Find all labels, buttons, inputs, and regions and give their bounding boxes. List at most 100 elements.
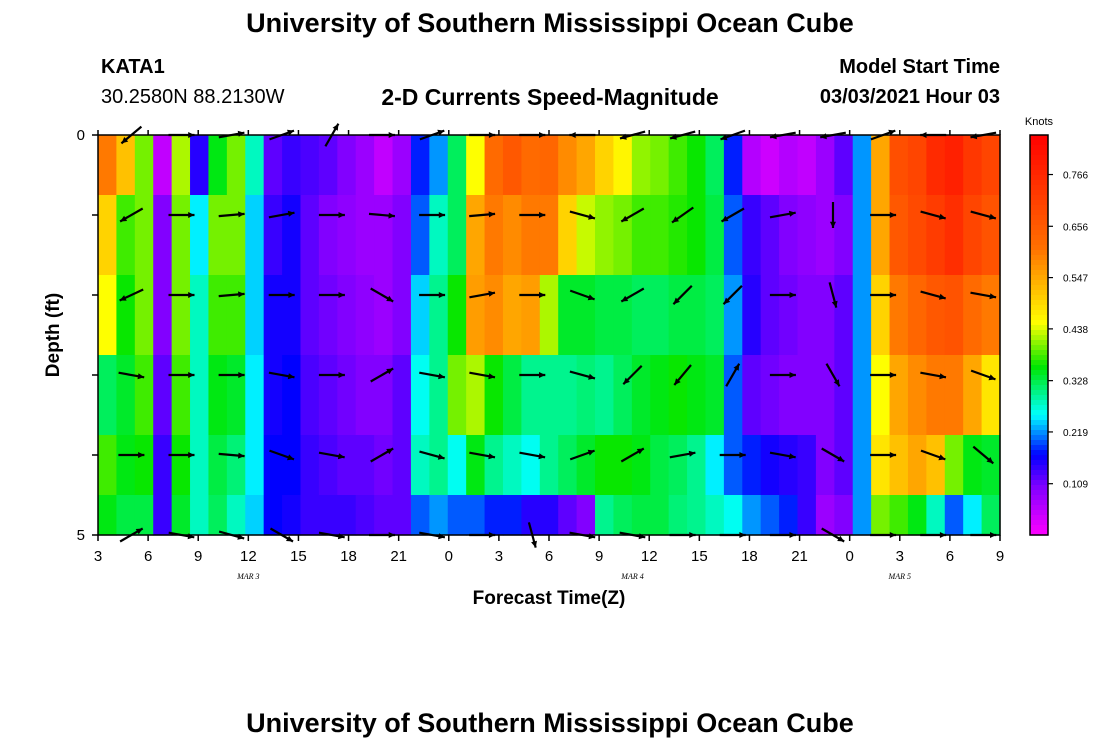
current-arrow-head (831, 300, 838, 308)
speed-cell (521, 435, 541, 496)
speed-cell (171, 355, 191, 436)
x-tick-label: 9 (194, 548, 202, 565)
speed-cell (852, 435, 872, 496)
speed-cell (226, 495, 246, 536)
speed-cell (760, 495, 780, 536)
speed-cell (153, 275, 173, 356)
speed-cell (760, 135, 780, 196)
current-arrow-head (238, 372, 245, 378)
speed-cell (466, 355, 486, 436)
current-arrow-head (488, 373, 495, 380)
colorbar-step (1030, 460, 1048, 466)
speed-cell (889, 195, 909, 276)
current-arrow-head (789, 372, 796, 378)
speed-cell (300, 275, 320, 356)
speed-cell (429, 195, 449, 276)
current-arrow (318, 292, 345, 298)
speed-cell (208, 495, 228, 536)
current-arrow (673, 364, 692, 386)
colorbar-tick-label: 0.328 (1063, 377, 1088, 388)
x-tick-label: 6 (144, 548, 152, 565)
speed-cell (521, 135, 541, 196)
speed-cell (981, 135, 1001, 196)
current-arrow (620, 447, 645, 463)
current-arrow-head (889, 452, 897, 458)
speed-cell (760, 275, 780, 356)
speed-cell (263, 355, 283, 436)
current-arrow-head (539, 372, 546, 378)
speed-cell (539, 135, 559, 196)
current-arrow-head (388, 212, 395, 219)
colorbar-step (1030, 495, 1048, 501)
speed-cell (134, 135, 154, 196)
x-tick-label: 3 (94, 548, 102, 565)
speed-cell (631, 135, 651, 196)
current-arrow-head (938, 293, 946, 300)
x-tick-label: 12 (240, 548, 257, 565)
speed-cell (889, 135, 909, 196)
colorbar-tick-label: 0.109 (1063, 480, 1088, 491)
speed-cell (926, 195, 946, 276)
speed-cell (742, 355, 762, 436)
speed-cell (852, 135, 872, 196)
current-arrow-head (939, 373, 946, 380)
y-axis-label: Depth (ft) (43, 293, 64, 377)
speed-cell (502, 435, 522, 496)
speed-cell (687, 495, 707, 536)
current-arrow (671, 206, 694, 224)
speed-cell (392, 495, 412, 536)
speed-cell (834, 355, 854, 436)
x-tick-label: 18 (340, 548, 357, 565)
current-arrow-head (338, 212, 345, 218)
current-arrow (268, 371, 295, 380)
speed-cell (944, 135, 964, 196)
colorbar-step (1030, 425, 1048, 431)
speed-cell (687, 195, 707, 276)
current-arrow-head (672, 216, 679, 223)
speed-cell (834, 195, 854, 276)
speed-cell (429, 495, 449, 536)
speed-cell (226, 355, 246, 436)
current-arrow-head (888, 129, 896, 136)
speed-cell (98, 435, 118, 496)
colorbar-legend: Knots 0.766 0.656 0.547 0.438 0.328 0.219 0.109 (1025, 116, 1088, 536)
speed-cell (815, 495, 835, 536)
current-arrow-head (539, 292, 546, 298)
speed-cell (631, 495, 651, 536)
current-arrow (519, 292, 546, 298)
speed-cell (852, 355, 872, 436)
speed-cell (190, 495, 210, 536)
current-arrow (469, 211, 496, 218)
colorbar-step (1030, 330, 1048, 336)
colorbar-step (1030, 335, 1048, 341)
speed-cell (797, 135, 817, 196)
speed-cell (355, 195, 375, 276)
speed-cell (668, 275, 688, 356)
current-arrow (769, 292, 796, 298)
colorbar-step (1030, 485, 1048, 491)
current-arrow (168, 452, 195, 458)
speed-cell (190, 135, 210, 196)
colorbar-step (1030, 265, 1048, 271)
current-arrow (419, 292, 446, 298)
speed-cell (171, 495, 191, 536)
x-tick-label: 3 (495, 548, 503, 565)
speed-cell (963, 135, 983, 196)
speed-cell (226, 435, 246, 496)
x-day-label: MAR 5 (888, 572, 911, 581)
speed-cell (410, 195, 430, 276)
current-arrow (519, 212, 546, 218)
current-arrow (119, 288, 144, 302)
x-tick-label: 15 (691, 548, 708, 565)
speed-cell (300, 355, 320, 436)
speed-cell (760, 195, 780, 276)
colorbar-tick-label: 0.219 (1063, 428, 1088, 439)
current-arrow-head (989, 213, 996, 220)
speed-cell (355, 495, 375, 536)
current-arrow (870, 452, 897, 458)
speed-cell (245, 275, 265, 356)
x-tick-label: 6 (545, 548, 553, 565)
speed-cell (392, 195, 412, 276)
colorbar-step (1030, 170, 1048, 176)
speed-cell (926, 435, 946, 496)
